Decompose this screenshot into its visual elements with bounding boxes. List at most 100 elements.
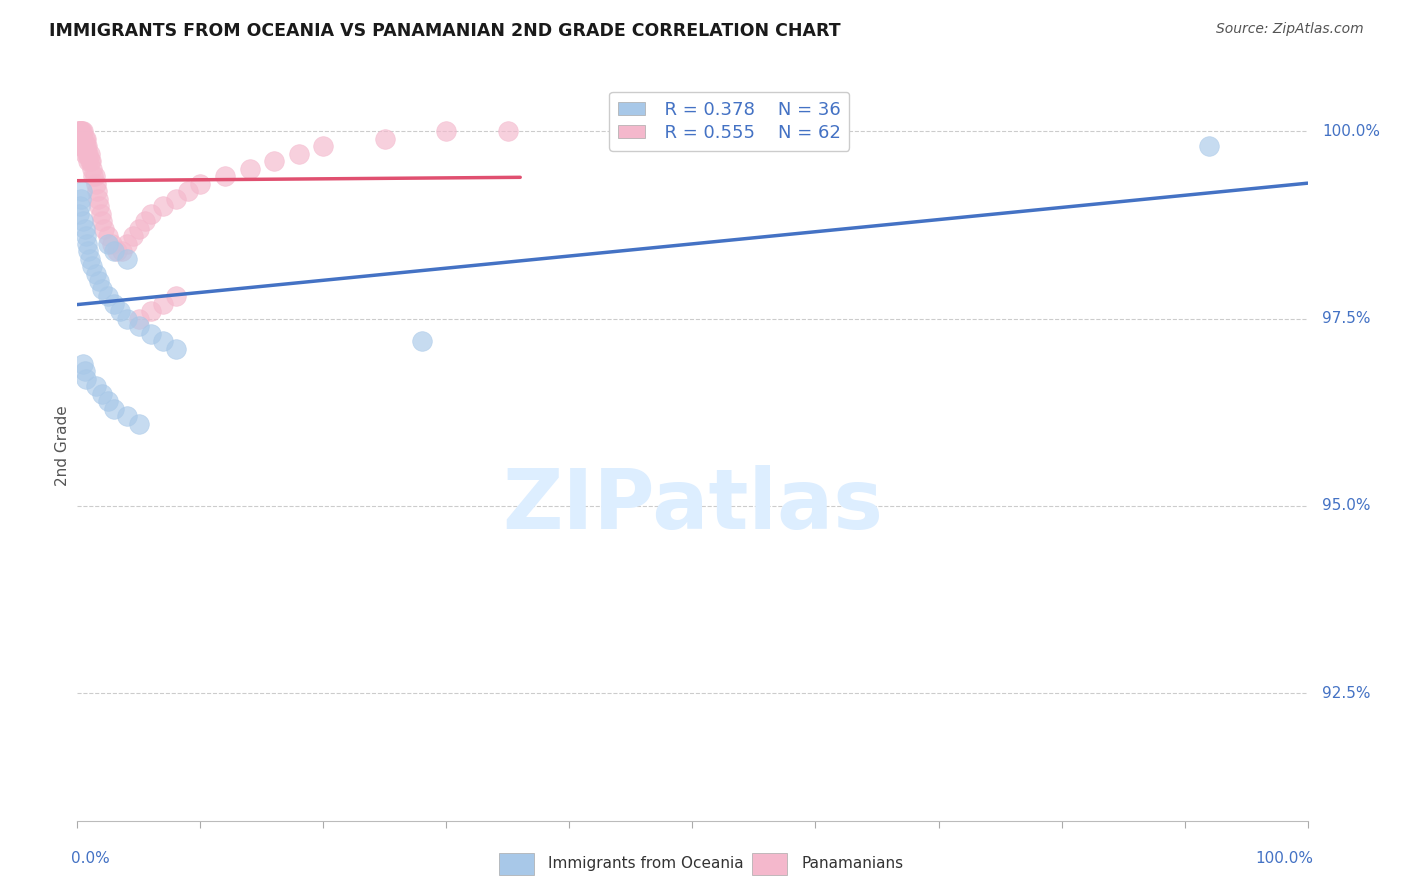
Text: 100.0%: 100.0% xyxy=(1323,124,1381,139)
Point xyxy=(76,236,98,251)
Point xyxy=(70,132,93,146)
Point xyxy=(79,154,101,169)
Point xyxy=(69,199,91,213)
Point xyxy=(89,199,111,213)
Point xyxy=(70,132,93,146)
Text: Immigrants from Oceania: Immigrants from Oceania xyxy=(548,856,744,871)
Point xyxy=(152,296,174,310)
Point xyxy=(152,199,174,213)
Point xyxy=(105,244,128,259)
Point xyxy=(103,296,125,310)
Point xyxy=(141,207,163,221)
Point xyxy=(77,244,100,259)
Point xyxy=(67,132,90,146)
Point xyxy=(70,124,93,138)
Text: 92.5%: 92.5% xyxy=(1323,686,1371,701)
Point xyxy=(165,192,187,206)
Point xyxy=(76,139,98,153)
Point xyxy=(72,357,94,371)
Point xyxy=(188,177,212,191)
Point xyxy=(73,139,96,153)
Point xyxy=(75,229,97,244)
Point xyxy=(103,401,125,416)
Point xyxy=(72,139,94,153)
Point xyxy=(141,304,163,318)
Point xyxy=(177,184,200,198)
Text: ZIPatlas: ZIPatlas xyxy=(502,466,883,547)
Point xyxy=(82,169,104,184)
Text: 95.0%: 95.0% xyxy=(1323,499,1371,514)
Point xyxy=(128,221,150,235)
Point xyxy=(67,207,90,221)
Point xyxy=(67,124,90,138)
Point xyxy=(97,394,120,409)
Point xyxy=(84,177,107,191)
Point xyxy=(97,289,120,303)
Point xyxy=(128,319,150,334)
Text: 0.0%: 0.0% xyxy=(72,851,110,865)
Point xyxy=(496,124,519,138)
Text: Panamanians: Panamanians xyxy=(801,856,904,871)
Point xyxy=(411,334,433,348)
Point xyxy=(70,192,93,206)
Point xyxy=(90,214,114,228)
Point xyxy=(141,326,163,341)
Point xyxy=(77,154,100,169)
Point xyxy=(121,229,143,244)
Point xyxy=(67,124,90,138)
Legend:   R = 0.378    N = 36,   R = 0.555    N = 62: R = 0.378 N = 36, R = 0.555 N = 62 xyxy=(609,92,849,151)
Point xyxy=(73,146,96,161)
Point xyxy=(128,417,150,431)
Point xyxy=(110,304,132,318)
Point xyxy=(87,192,110,206)
Point xyxy=(69,124,91,138)
Point xyxy=(90,386,114,401)
Point xyxy=(69,124,91,138)
Point xyxy=(75,139,97,153)
Point xyxy=(115,311,138,326)
FancyBboxPatch shape xyxy=(499,853,534,875)
Point xyxy=(76,146,98,161)
Point xyxy=(73,132,96,146)
Point xyxy=(103,244,125,259)
Point xyxy=(152,334,174,348)
Point xyxy=(75,371,97,385)
Point xyxy=(214,169,236,184)
Point xyxy=(70,139,93,153)
Point xyxy=(97,229,120,244)
Point xyxy=(73,364,96,378)
Point xyxy=(79,252,101,266)
Point xyxy=(1198,139,1220,153)
Point xyxy=(90,282,114,296)
Point xyxy=(80,154,103,169)
Point xyxy=(263,154,285,169)
Point xyxy=(70,124,93,138)
Point xyxy=(77,146,100,161)
Point xyxy=(72,214,94,228)
Point xyxy=(72,132,94,146)
Text: IMMIGRANTS FROM OCEANIA VS PANAMANIAN 2ND GRADE CORRELATION CHART: IMMIGRANTS FROM OCEANIA VS PANAMANIAN 2N… xyxy=(49,22,841,40)
Point xyxy=(75,132,97,146)
Point xyxy=(70,139,93,153)
Point xyxy=(73,221,96,235)
Point xyxy=(115,409,138,423)
Point xyxy=(101,236,124,251)
Point xyxy=(90,207,112,221)
Point xyxy=(89,274,111,288)
Point xyxy=(111,244,132,259)
Point xyxy=(84,267,107,281)
Point xyxy=(82,161,104,176)
Point xyxy=(115,236,138,251)
Point xyxy=(86,184,108,198)
Point xyxy=(436,124,458,138)
Point xyxy=(134,214,156,228)
Point xyxy=(165,289,187,303)
Point xyxy=(312,139,335,153)
Point xyxy=(83,169,105,184)
Point xyxy=(82,259,104,273)
Point xyxy=(239,161,262,176)
Point xyxy=(97,236,120,251)
FancyBboxPatch shape xyxy=(752,853,787,875)
Point xyxy=(84,379,107,393)
Y-axis label: 2nd Grade: 2nd Grade xyxy=(55,406,70,486)
